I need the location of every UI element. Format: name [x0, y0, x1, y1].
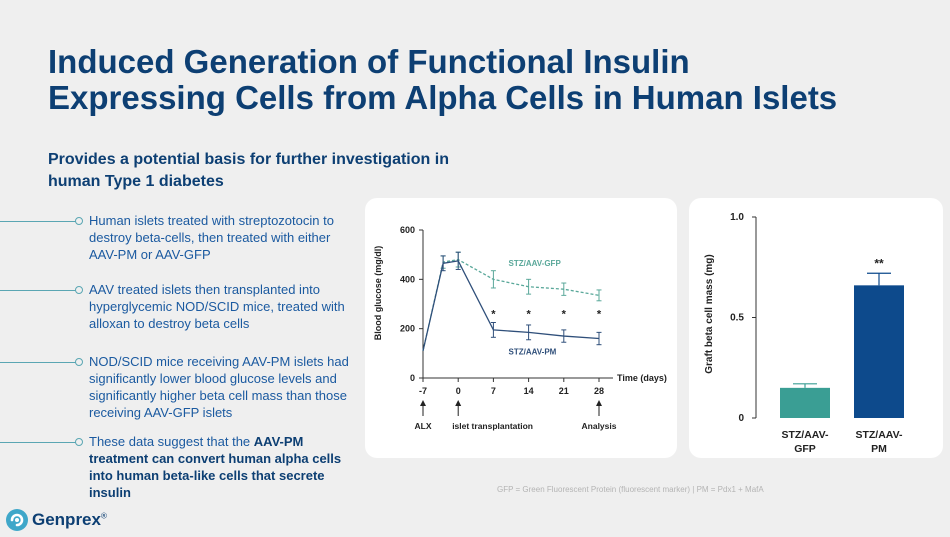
chart1-annotation-arrow-head [596, 400, 602, 406]
bullet-connector-line [0, 442, 76, 443]
logo-name: Genprex [32, 510, 101, 529]
chart1-ytick-label: 600 [400, 225, 415, 235]
chart2-category-label-line2: PM [871, 443, 887, 455]
chart1-ytick-label: 200 [400, 324, 415, 334]
chart1-annotation-label: Analysis [582, 421, 617, 431]
chart2-ytick-label: 0 [738, 413, 744, 424]
chart2-category-label-line1: STZ/AAV- [781, 429, 829, 441]
chart1-significance-star: * [562, 309, 567, 321]
glucose-chart-card: Blood glucose (mg/dl) Time (days) 0 200 40… [365, 198, 677, 458]
bullet-connector-line [0, 221, 76, 222]
chart1-xtick-label: 21 [559, 386, 569, 396]
footnote: GFP = Green Fluorescent Protein (fluores… [497, 485, 764, 494]
chart1-significance-star: * [597, 309, 602, 321]
slide-subtitle-line-1: Provides a potential basis for further i… [48, 151, 449, 168]
chart1-xtick-label: 7 [491, 386, 496, 396]
bullet-dot [75, 286, 83, 294]
chart1-xlabel: Time (days) [617, 373, 667, 383]
bullet-dot [75, 438, 83, 446]
bullet-text-bold: AAV-PM treatment can convert human alpha… [89, 434, 342, 500]
chart1-series-label: STZ/AAV-PM [508, 348, 556, 357]
chart1-xtick-label: 14 [524, 386, 534, 396]
chart2-bar [780, 387, 830, 418]
chart1-xtick-label: -7 [419, 386, 427, 396]
chart1-xtick-label: 0 [456, 386, 461, 396]
chart2-ytick-label: 1.0 [730, 212, 744, 223]
genprex-logo-text: Genprex® [32, 510, 107, 530]
glucose-line-chart: Blood glucose (mg/dl) Time (days) 0 200 40… [373, 225, 667, 431]
bullet-connector-line [0, 362, 76, 363]
slide-title-line-1: Induced Generation of Functional Insulin [48, 43, 690, 80]
chart2-category-label-line2: GFP [794, 443, 816, 455]
chart2-significance-star: ** [874, 256, 884, 270]
chart1-ylabel: Blood glucose (mg/dl) [373, 246, 383, 341]
chart1-annotation-arrow-head [420, 400, 426, 406]
bullet-dot [75, 217, 83, 225]
slide-title-line-2: Expressing Cells from Alpha Cells in Hum… [48, 79, 838, 116]
chart1-ytick-label: 400 [400, 274, 415, 284]
bullet-text: Human islets treated with streptozotocin… [89, 213, 334, 262]
bullet-text: NOD/SCID mice receiving AAV-PM islets ha… [89, 354, 349, 420]
bullet-text-regular: These data suggest that the [89, 434, 254, 449]
chart1-series-label: STZ/AAV-GFP [508, 259, 561, 268]
chart1-xtick-label: 28 [594, 386, 604, 396]
chart1-ytick-label: 0 [410, 373, 415, 383]
chart1-significance-star: * [526, 309, 531, 321]
slide-title: Induced Generation of Functional Insulin… [48, 44, 928, 116]
chart2-ylabel: Graft beta cell mass (mg) [704, 254, 715, 373]
chart1-annotation-label: islet transplantation [452, 421, 533, 431]
slide-subtitle: Provides a potential basis for further i… [48, 149, 518, 193]
chart1-annotation-label: ALX [415, 421, 432, 431]
chart2-ytick-label: 0.5 [730, 313, 744, 324]
genprex-logo-icon [5, 508, 29, 537]
bullet-text: These data suggest that the AAV-PM treat… [89, 433, 361, 501]
chart2-bar [854, 285, 904, 418]
chart2-category-label-line1: STZ/AAV- [855, 429, 903, 441]
bullet-text: AAV treated islets then transplanted int… [89, 282, 345, 331]
chart1-annotation-arrow-head [455, 400, 462, 406]
bullet-dot [75, 358, 83, 366]
logo-registered-mark: ® [100, 511, 107, 521]
beta-mass-chart-card: Graft beta cell mass (mg) 0 0.5 1.0 STZ/AAV… [689, 198, 943, 458]
chart1-significance-star: * [491, 309, 496, 321]
chart1-series-line [422, 260, 600, 352]
beta-mass-bar-chart: Graft beta cell mass (mg) 0 0.5 1.0 STZ/AAV… [704, 212, 904, 455]
slide-subtitle-line-2: human Type 1 diabetes [48, 173, 224, 190]
bullet-connector-line [0, 290, 76, 291]
